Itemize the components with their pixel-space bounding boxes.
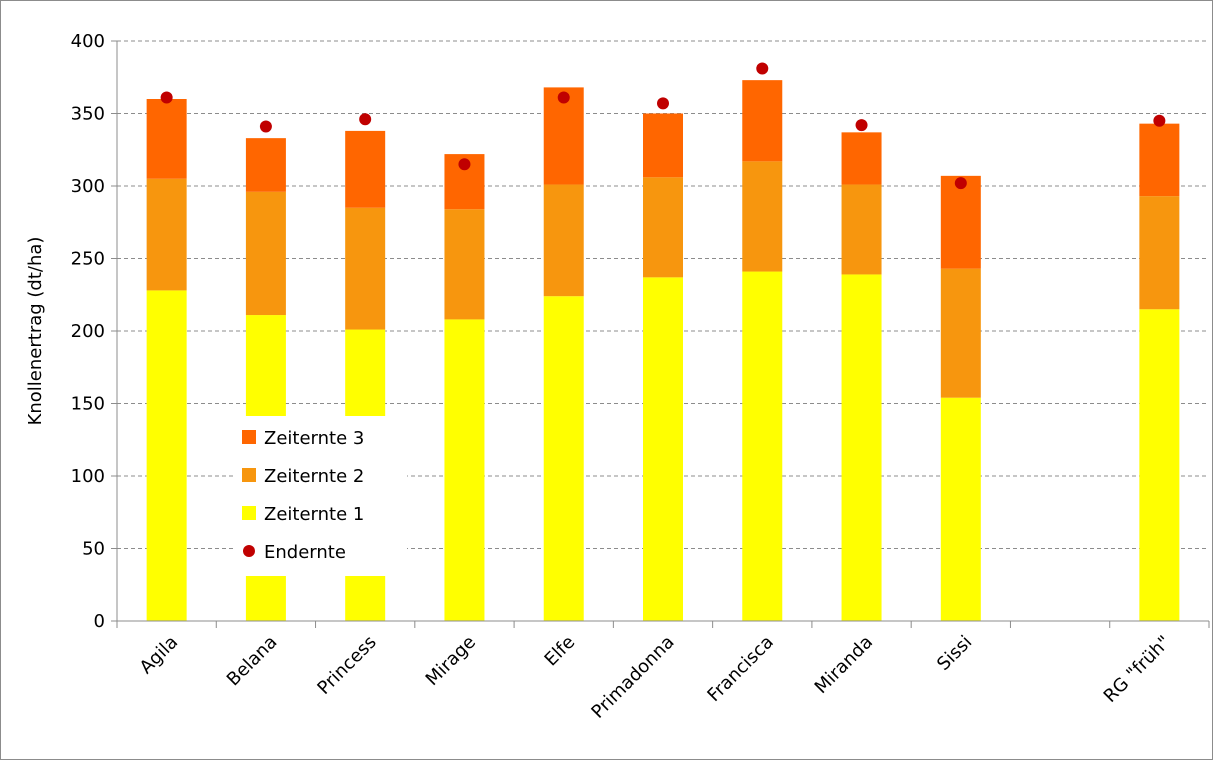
y-tick-label: 200 — [71, 321, 105, 342]
category-labels: Agila Belana Princess Mirage Elfe Primadonna F… — [136, 632, 1175, 723]
category-label: Agila — [136, 632, 183, 679]
category-label: Primadonna — [587, 632, 678, 723]
bar-segment — [940, 268, 981, 398]
bar-segment — [742, 161, 783, 272]
bar-segment — [345, 130, 386, 208]
endernte-points — [160, 62, 1166, 190]
bar-segment — [841, 184, 882, 275]
endernte-point — [1153, 114, 1166, 127]
bar-segment — [1139, 309, 1180, 621]
bar-segment — [245, 138, 286, 192]
endernte-point — [954, 177, 967, 190]
bar-segment — [543, 296, 584, 621]
bars — [146, 80, 1180, 621]
y-tick-label: 250 — [71, 249, 105, 270]
category-label: Princess — [313, 632, 380, 699]
category-label: RG "früh" — [1100, 632, 1175, 707]
endernte-point — [557, 91, 570, 104]
y-tick-label: 400 — [71, 31, 105, 52]
legend-label: Zeiternte 1 — [264, 504, 364, 525]
axes: 0 50 100 150 200 250 300 350 400 — [71, 31, 1210, 632]
endernte-point — [259, 120, 272, 133]
endernte-point — [756, 62, 769, 75]
bar-segment — [146, 178, 187, 291]
category-label: Sissi — [933, 632, 976, 675]
bar-segment — [1139, 123, 1180, 197]
y-tick-label: 350 — [71, 104, 105, 125]
category-label: Belana — [223, 632, 282, 691]
bar-segment — [940, 397, 981, 621]
y-tick-label: 300 — [71, 176, 105, 197]
legend: Zeiternte 3 Zeiternte 2 Zeiternte 1 Endernt… — [235, 416, 407, 576]
bar-segment — [543, 87, 584, 185]
bar-segment — [245, 191, 286, 316]
bar-segment — [643, 113, 683, 178]
legend-label: Zeiternte 2 — [264, 466, 364, 487]
endernte-point — [458, 158, 471, 171]
endernte-point — [657, 97, 669, 110]
y-axis-title: Knollenertrag (dt/ha) — [25, 237, 46, 426]
category-label: Elfe — [541, 632, 580, 671]
bar-segment — [543, 184, 584, 297]
bar-segment — [146, 99, 187, 179]
y-tick-label: 0 — [94, 611, 105, 632]
bar-segment — [444, 209, 485, 320]
legend-swatch — [242, 430, 256, 444]
bar-segment — [1139, 196, 1180, 310]
legend-label: Endernte — [264, 542, 346, 563]
category-label: Francisca — [703, 632, 777, 706]
y-tick-label: 50 — [82, 539, 105, 560]
category-label: Mirage — [422, 632, 480, 690]
category-label: Miranda — [811, 632, 877, 698]
bar-segment — [444, 319, 485, 621]
endernte-point — [160, 91, 173, 104]
legend-label: Zeiternte 3 — [264, 428, 364, 449]
legend-swatch — [242, 468, 256, 482]
y-tick-label: 100 — [71, 466, 105, 487]
endernte-point — [359, 113, 372, 126]
bar-segment — [940, 175, 981, 269]
bar-segment — [643, 177, 683, 278]
legend-marker-point — [243, 545, 255, 557]
bar-segment — [742, 271, 783, 621]
endernte-point — [855, 119, 868, 132]
bar-segment — [841, 274, 882, 621]
y-tick-label: 150 — [71, 394, 105, 415]
bar-segment — [742, 80, 783, 162]
legend-swatch — [242, 506, 256, 520]
legend-background — [235, 416, 407, 576]
bar-segment — [643, 277, 683, 621]
bar-segment — [146, 290, 187, 621]
bar-segment — [345, 207, 386, 330]
bar-segment — [841, 132, 882, 185]
